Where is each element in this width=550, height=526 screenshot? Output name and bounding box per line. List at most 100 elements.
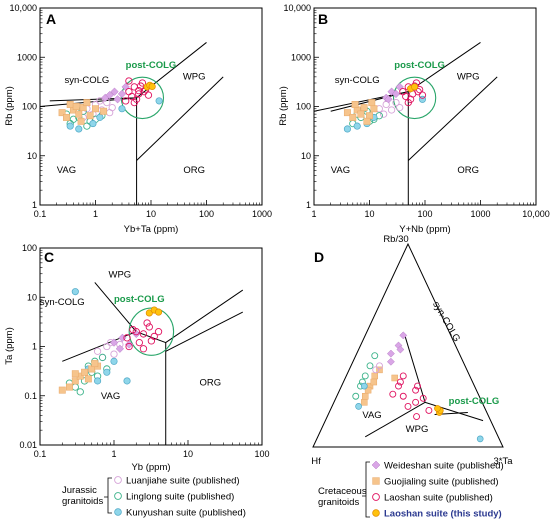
panel-a-point-kunyushan-suite-published [118,105,126,113]
panel-d-point-guojialing-suite-published [362,393,369,400]
panel-b-xtick-label: 1 [311,209,316,219]
legend-jurassic-group-label: Jurassic [62,485,97,496]
panel-a-xtick-label: 0.1 [34,209,47,219]
panel-d-apex-3-ta: 3*Ta [493,456,513,467]
panel-c-point-linglong-suite-published [71,383,79,391]
panel-c-point-guojialing-suite-published [58,386,66,394]
panel-c-point-linglong-suite-published [76,388,84,396]
panel-a-point-guojialing-suite-published [86,112,94,120]
panel-b-ytick-label: 1 [306,200,311,210]
panel-c-field-label-vag: VAG [101,391,120,402]
panel-c-point-laoshan-suite-published [154,328,163,336]
panel-a-point-kunyushan-suite-published [66,122,74,130]
panel-c-point-kunyushan-suite-published [103,368,111,376]
panel-d-apex-hf: Hf [311,456,321,467]
panel-d-point-weideshan-suite-published [386,357,395,366]
panel-c-point-weideshan-suite-published [124,340,134,349]
panel-d-point-laoshan-suite-published [425,407,433,414]
panel-a-field-boundary [136,76,224,161]
panel-a-point-laoshan-suite-published [130,98,138,107]
panel-a-point-laoshan-suite-published [122,97,130,105]
panel-a-xlabel: Yb+Ta (ppm) [124,224,179,235]
panel-c-point-laoshan-suite-published [129,325,137,334]
panel-b-point-guojialing-suite-published [343,109,351,117]
panel-c-xtick-label: 100 [254,449,269,459]
panel-c-point-kunyushan-suite-published [110,357,118,365]
panel-a-xtick-label: 1000 [252,209,272,219]
panel-b-ytick-label: 1000 [291,52,311,62]
panel-a-post-colg-ellipse [120,76,165,120]
panel-b-xtick-label: 100 [417,209,432,219]
panel-c-point-laoshan-suite-published [147,337,156,345]
panel-c-point-kunyushan-suite-published [71,288,79,296]
panel-d-field-boundary [365,401,426,438]
panel-b-xtick-label: 10 [364,209,374,219]
panel-a-point-kunyushan-suite-published [96,113,104,121]
panel-a-field-boundary [49,97,137,102]
panel-c-point-guojialing-suite-published [65,383,73,391]
panel-b-field-label-syn-colg: syn-COLG [335,75,380,86]
panel-b-point-weideshan-suite-published [384,95,393,104]
panel-a-xtick-label: 100 [199,209,214,219]
panel-c-point-weideshan-suite-published [109,338,119,347]
panel-d-field-label-vag: VAG [362,410,381,421]
panel-c-point-guojialing-suite-published [91,360,99,368]
panel-b-point-guojialing-suite-published [351,101,359,108]
panel-a-point-weideshan-suite-published [105,90,114,100]
panel-a-point-laoshan-suite-published [144,91,153,99]
legend-jurassic-group-label-2: granitoids [62,496,103,507]
panel-a-point-guojialing-suite-published [75,110,83,118]
panel-c-xtick-label: 0.1 [34,449,47,459]
panel-c-ytick-label: 0.1 [24,391,37,401]
panel-b-field-label-wpg: WPG [457,72,480,83]
panel-b-point-guojialing-suite-published [370,105,378,113]
panel-c-field-label-wpg: WPG [109,270,132,281]
panel-a-point-guojialing-suite-published [100,107,108,115]
panel-b: B 1 10 100 1000 10,000 1 10 100 1000 10,000 syn-C… [278,3,550,235]
panel-a-ytick-label: 1000 [17,52,37,62]
panel-d: D Rb/30 Hf 3*Ta syn-COLG VAG WPG post-COLG [311,234,513,467]
legend-cretaceous-group-label-2: granitoids [318,497,359,508]
panel-b-letter: B [318,11,328,27]
panel-c-point-guojialing-suite-published [81,368,89,376]
panel-b-ylabel: Rb (ppm) [278,86,289,126]
panel-a-point-laoshan-suite-this-study [148,82,156,91]
legend-cretaceous: Cretaceous granitoids Weideshan suite (p… [318,460,504,519]
panel-d-point-weideshan-suite-published [396,345,405,354]
panel-d-point-guojialing-suite-published [391,374,398,382]
panel-b-point-guojialing-suite-published [360,104,368,112]
panel-c-point-kunyushan-suite-published [94,377,102,385]
panel-b-point-laoshan-suite-published [418,91,427,99]
panel-a-ytick-label: 1 [32,200,37,210]
panel-c-point-laoshan-suite-published [139,345,148,353]
panel-d-plot-area: Rb/30 Hf 3*Ta syn-COLG VAG WPG post-COLG [311,234,513,467]
panel-d-point-kunyushan-suite-published [360,382,368,390]
panel-a-point-guojialing-suite-published [92,105,99,113]
panel-b-ytick-label: 10 [301,151,311,161]
panel-b-point-laoshan-suite-published [399,88,407,96]
panel-c-ytick-label: 100 [22,243,37,253]
panel-b-axes: 1 10 100 1000 10,000 1 10 100 1000 10,000 [283,3,549,219]
panel-d-point-weideshan-suite-published [399,331,408,340]
panel-c-letter: C [44,249,54,265]
panel-c-point-laoshan-suite-published [125,342,133,351]
panel-d-point-laoshan-suite-published [412,386,420,394]
panel-b-post-colg-label: post-COLG [394,60,445,71]
panel-b-field-label-org: ORG [457,165,479,176]
panel-c-point-guojialing-suite-published [71,377,79,385]
panel-a-point-guojialing-suite-published [58,109,66,117]
panel-d-point-linglong-suite-published [371,352,379,360]
panel-c-point-weideshan-suite-published [115,344,125,353]
panel-d-point-guojialing-suite-published [361,399,368,406]
panel-a-ylabel: Rb (ppm) [4,86,15,126]
panel-a-point-laoshan-suite-published [125,77,133,85]
legend-cretaceous-group-label: Cretaceous [318,486,367,497]
panel-a-point-kunyushan-suite-published [75,125,83,133]
panel-b-plot-area: syn-COLG WPG VAG ORG post-COLG [314,42,498,205]
panel-c-point-laoshan-suite-published [139,330,148,338]
panel-c-point-laoshan-suite-published [145,323,153,331]
legend-marker-weideshan-suite-published [371,460,381,470]
panel-a-point-luanjiahe-suite-published [106,109,114,117]
